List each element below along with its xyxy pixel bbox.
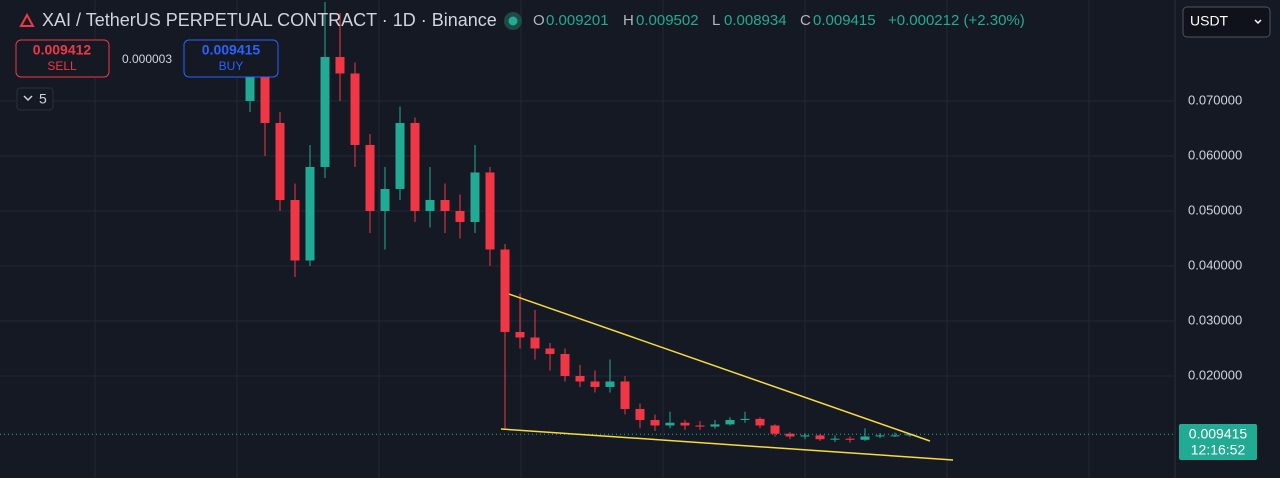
y-tick-label: 0.060000 bbox=[1188, 147, 1242, 162]
c-label: C bbox=[800, 12, 811, 29]
candle-body bbox=[335, 56, 345, 74]
price-label-box bbox=[1179, 424, 1257, 460]
countdown: 12:16:52 bbox=[1191, 442, 1246, 458]
status-dot bbox=[508, 16, 518, 26]
candle-body bbox=[485, 172, 495, 250]
currency-chevron[interactable] bbox=[1254, 19, 1262, 25]
price-label: 0.009415 bbox=[1189, 426, 1248, 442]
sell-price[interactable]: 0.009412 bbox=[33, 42, 92, 58]
c-value: 0.009415 bbox=[813, 12, 876, 29]
y-tick-label: 0.020000 bbox=[1188, 367, 1242, 382]
spread: 0.000003 bbox=[122, 52, 172, 66]
candle-body bbox=[305, 166, 315, 261]
candle-body bbox=[635, 408, 645, 420]
h-value: 0.009502 bbox=[636, 12, 699, 29]
candle-body bbox=[545, 348, 555, 354]
y-tick-label: 0.050000 bbox=[1188, 202, 1242, 217]
currency-select[interactable]: USDT bbox=[1182, 6, 1271, 38]
candle-body bbox=[785, 433, 795, 437]
candle-body bbox=[590, 381, 600, 387]
candle-body bbox=[245, 73, 255, 101]
candle-body bbox=[605, 381, 615, 387]
candle-body bbox=[380, 188, 390, 211]
candle-body bbox=[800, 435, 810, 437]
candle-body bbox=[365, 144, 375, 211]
buy-label[interactable]: BUY bbox=[219, 59, 244, 73]
currency-box[interactable] bbox=[1182, 6, 1271, 38]
candle-body bbox=[560, 353, 570, 376]
candle-body bbox=[500, 249, 510, 332]
candle-body bbox=[455, 210, 465, 222]
y-tick-label: 0.040000 bbox=[1188, 257, 1242, 272]
vertical-grid bbox=[94, 0, 1090, 478]
candle-body bbox=[350, 73, 360, 145]
buy-box[interactable] bbox=[183, 39, 279, 78]
l-label: L bbox=[712, 12, 720, 29]
candle-body bbox=[470, 172, 480, 222]
l-value: 0.008934 bbox=[724, 12, 787, 29]
exchange-icon bbox=[19, 12, 35, 27]
candle-body bbox=[695, 425, 705, 427]
candle-body bbox=[530, 337, 540, 349]
candle-body bbox=[755, 418, 765, 426]
currency[interactable]: USDT bbox=[1190, 13, 1229, 29]
h-label: H bbox=[623, 12, 634, 29]
candle-body bbox=[845, 438, 855, 440]
y-tick-label: 0.030000 bbox=[1188, 312, 1242, 327]
o-label: O bbox=[533, 12, 545, 29]
candle-body bbox=[575, 375, 585, 382]
candle-body bbox=[410, 122, 420, 211]
candle-body bbox=[320, 56, 330, 167]
candle-body bbox=[275, 122, 285, 200]
candle-body bbox=[680, 422, 690, 426]
candle-body bbox=[260, 73, 270, 123]
candle-body bbox=[620, 381, 630, 409]
trendline bbox=[500, 428, 954, 461]
o-value: 0.009201 bbox=[546, 12, 609, 29]
symbol-title: XAI / TetherUS PERPETUAL CONTRACT · 1D ·… bbox=[42, 10, 497, 30]
trendline bbox=[508, 293, 931, 442]
sell-button[interactable]: 0.009412 SELL bbox=[15, 39, 110, 78]
indicators-count[interactable]: 5 bbox=[39, 91, 47, 107]
candle-body bbox=[770, 425, 780, 434]
candle-body bbox=[650, 419, 660, 426]
sell-label[interactable]: SELL bbox=[47, 59, 77, 73]
candle-body bbox=[815, 435, 825, 440]
candle-body bbox=[860, 436, 870, 440]
candle-body bbox=[425, 199, 435, 211]
toggle-box[interactable] bbox=[16, 87, 54, 111]
candle-body bbox=[290, 199, 300, 261]
sell-box[interactable] bbox=[15, 39, 110, 78]
indicators-toggle[interactable]: 5 bbox=[16, 87, 54, 111]
change: +0.000212 (+2.30%) bbox=[888, 12, 1025, 29]
toggle-chevron[interactable] bbox=[23, 95, 33, 102]
candle-body bbox=[890, 435, 900, 437]
candle-body bbox=[395, 122, 405, 189]
candle-body bbox=[725, 419, 735, 425]
candle-body bbox=[665, 422, 675, 426]
buy-price[interactable]: 0.009415 bbox=[202, 42, 261, 58]
candle-body bbox=[440, 199, 450, 211]
candle-body bbox=[515, 331, 525, 338]
candle-body bbox=[875, 435, 885, 437]
candle-body bbox=[710, 424, 720, 427]
buy-button[interactable]: 0.009415 BUY bbox=[183, 39, 279, 78]
y-tick-label: 0.070000 bbox=[1188, 92, 1242, 107]
candle-body bbox=[740, 418, 750, 420]
candle-body bbox=[830, 438, 840, 440]
